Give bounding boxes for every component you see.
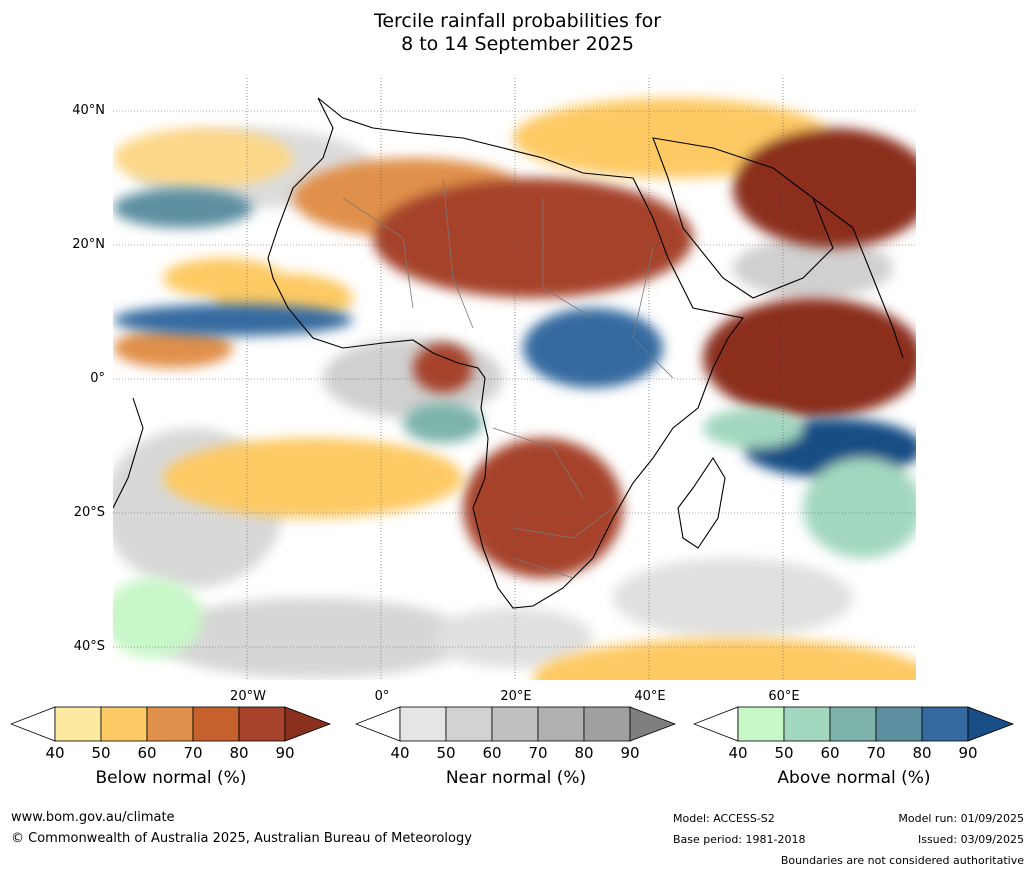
below-normal-swatch [238,706,286,742]
below-normal-colorbar [10,706,332,742]
above-normal-tick-label: 50 [774,744,794,762]
near-normal-extend-low [355,706,401,742]
graticule [113,78,916,680]
below-normal-tick-label: 70 [183,744,203,762]
above-normal-colorbar [693,706,1015,742]
near-normal-tick-label: 50 [436,744,456,762]
lat-label-20s: 20°S [73,505,105,520]
near-normal-tick-label: 80 [574,744,594,762]
lon-label-20e: 20°E [500,689,532,704]
above-normal-tick-label: 80 [912,744,932,762]
above-normal-regions [113,188,916,658]
near-normal-tick-label: 40 [390,744,410,762]
below-normal-tick-label: 80 [229,744,249,762]
below-normal-tick-label: 60 [137,744,157,762]
title-line-2: 8 to 14 September 2025 [401,33,634,55]
below-normal-swatch [100,706,148,742]
near-normal-colorbar [355,706,677,742]
above-normal-tick-label: 60 [820,744,840,762]
footer-disclaimer: Boundaries are not considered authoritat… [780,854,1024,867]
above-normal-tick-label: 90 [958,744,978,762]
title-line-1: Tercile rainfall probabilities for [373,10,662,32]
footer-base-period: Base period: 1981-2018 [673,833,806,846]
below-normal-extend-low [10,706,56,742]
lon-label-60e: 60°E [768,689,800,704]
lat-label-40s: 40°S [73,639,105,654]
footer-model-run: Model run: 01/09/2025 [898,812,1024,825]
near-normal-tick-label: 60 [482,744,502,762]
below-normal-extend-high [284,706,332,742]
above-normal-swatch [875,706,923,742]
above-normal-extend-low [693,706,739,742]
lon-label-20w: 20°W [230,689,266,704]
above-normal-swatch [737,706,785,742]
above-normal-swatch [783,706,831,742]
rainfall-probability-map [113,78,916,680]
below-normal-tick-label: 90 [275,744,295,762]
lat-label-40n: 40°N [72,103,105,118]
below-normal-tick-label: 40 [45,744,65,762]
coastlines [113,97,904,609]
near-normal-swatch [537,706,585,742]
footer-issued: Issued: 03/09/2025 [917,833,1024,846]
below-normal-tick-label: 50 [91,744,111,762]
lon-label-40e: 40°E [634,689,666,704]
near-normal-tick-label: 70 [528,744,548,762]
above-normal-tick-label: 70 [866,744,886,762]
lat-label-eq: 0° [90,371,105,386]
lat-label-20n: 20°N [72,237,105,252]
below-normal-swatch [54,706,102,742]
near-normal-swatch [491,706,539,742]
above-normal-swatch [829,706,877,742]
below-normal-swatch [146,706,194,742]
near-normal-extend-high [629,706,677,742]
lon-label-0: 0° [374,689,390,704]
below-normal-label: Below normal (%) [95,768,247,788]
above-normal-tick-label: 40 [728,744,748,762]
near-normal-swatch [583,706,631,742]
map-canvas [113,78,916,680]
below-normal-swatch [192,706,240,742]
near-normal-tick-label: 90 [620,744,640,762]
country-borders [342,177,674,579]
near-normal-swatch [399,706,447,742]
map-title: Tercile rainfall probabilities for 8 to … [0,10,1035,56]
above-normal-label: Above normal (%) [777,768,931,788]
footer-copyright: © Commonwealth of Australia 2025, Austra… [11,831,472,846]
above-normal-extend-high [967,706,1015,742]
above-normal-swatch [921,706,969,742]
near-normal-label: Near normal (%) [445,768,587,788]
footer-model: Model: ACCESS-S2 [673,812,775,825]
near-normal-swatch [445,706,493,742]
footer-url[interactable]: www.bom.gov.au/climate [11,810,175,825]
